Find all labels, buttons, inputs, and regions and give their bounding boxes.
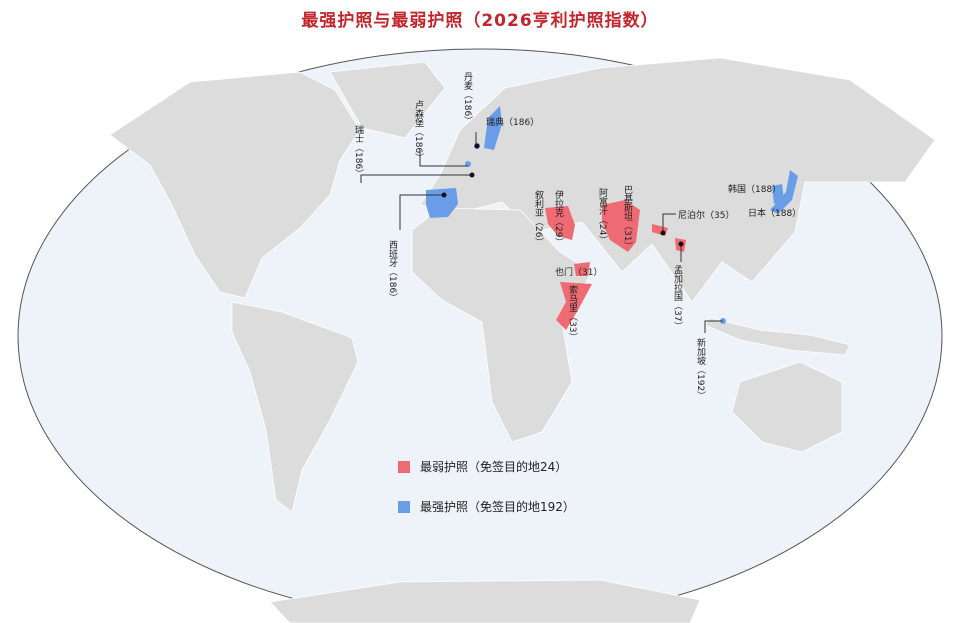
nepal-marker <box>660 230 666 236</box>
sweden-shape <box>484 106 502 150</box>
indonesia <box>704 317 851 356</box>
country-label: 新加坡（192） <box>695 337 706 400</box>
legend-label-weakest: 最弱护照（免签目的地24） <box>420 460 568 474</box>
legend-label-strongest: 最强护照（免签目的地192） <box>420 500 575 514</box>
country-label: 日本（188） <box>748 207 801 219</box>
legend-weakest: 最弱护照（免签目的地24） <box>398 458 567 475</box>
map-title: 最强护照与最弱护照（2026亨利护照指数） <box>301 11 659 31</box>
country-label: 丹麦（186） <box>462 72 473 125</box>
country-label: 索马里（33） <box>567 284 578 342</box>
africa <box>411 207 593 443</box>
country-label: 伊拉克（29） <box>553 189 564 247</box>
legend-swatch-weakest <box>398 460 410 473</box>
country-label: 叙利亚（26） <box>533 189 544 247</box>
country-label: 卢森堡（186） <box>413 99 424 162</box>
legend-strongest: 最强护照（免签目的地192） <box>398 498 575 515</box>
leader-lines <box>360 132 723 333</box>
weakest-countries <box>545 200 686 330</box>
country-label: 阿富汗（24） <box>597 188 608 245</box>
country-label: 西班牙（186） <box>387 240 398 302</box>
australia <box>731 361 843 453</box>
eurasia <box>419 57 936 303</box>
country-label: 尼泊尔（35） <box>678 209 734 221</box>
country-label: 孟加拉国（37） <box>672 265 683 331</box>
japan-shape <box>770 170 798 214</box>
bangladesh-marker <box>678 241 684 247</box>
legend-swatch-strongest <box>398 500 410 513</box>
spain-marker <box>441 192 447 198</box>
syria-iraq-shape <box>545 206 575 240</box>
country-label: 巴基斯坦（31） <box>622 185 633 251</box>
greenland <box>329 61 446 139</box>
antarctica <box>269 579 701 623</box>
south-america <box>231 301 359 513</box>
north-america <box>109 71 361 299</box>
country-label: 瑞典（186） <box>486 116 539 128</box>
afghanistan-pakistan-shape <box>602 200 640 252</box>
switzerland-marker <box>469 172 475 178</box>
country-label: 韩国（188） <box>728 183 781 195</box>
yemen-shape <box>574 262 590 276</box>
country-label: 也门（31） <box>555 266 602 278</box>
somalia-shape <box>556 282 592 330</box>
country-label: 瑞士（186） <box>353 124 364 178</box>
denmark-marker <box>474 143 480 149</box>
